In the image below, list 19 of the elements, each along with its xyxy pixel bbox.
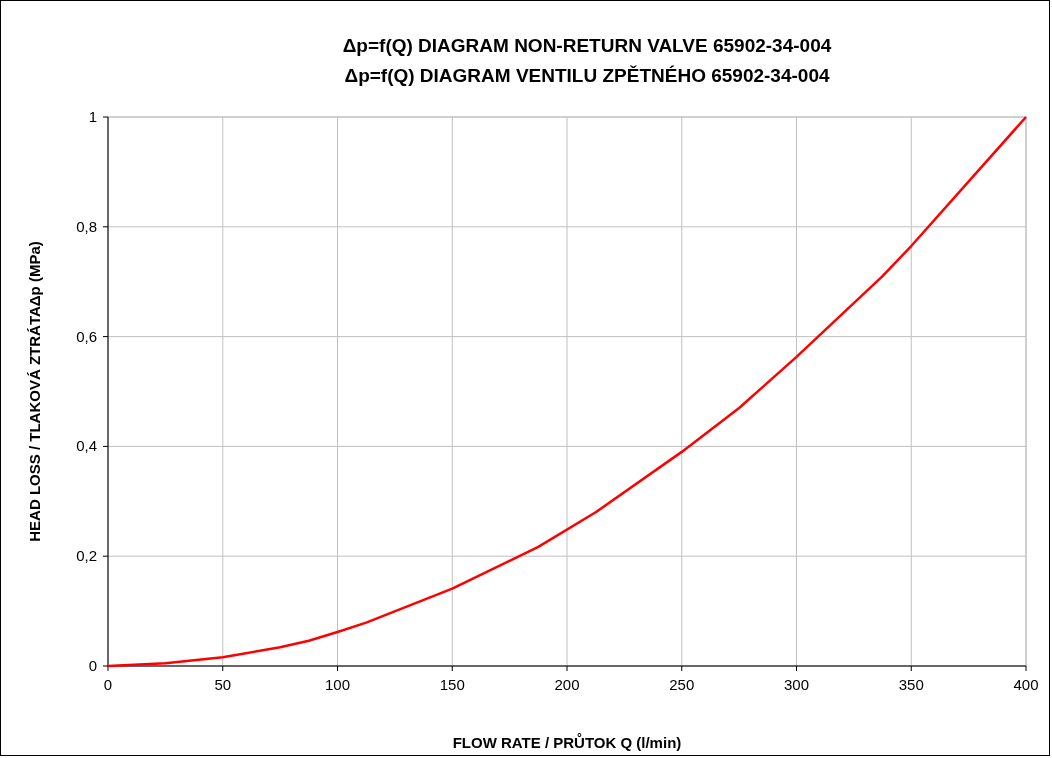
chart-title: Δp=f(Q) DIAGRAM NON-RETURN VALVE 65902-34-004 Δp=f(Q) DIAGRAM VENTILU ZPĚTNÉHO 65902-34-004 [342, 35, 832, 86]
x-axis-title: FLOW RATE / PRŮTOK Q (l/min) [452, 733, 682, 751]
line-series [106, 115, 1028, 668]
x-tick-label: 300 [783, 676, 810, 693]
y-tick-label: 1 [88, 108, 97, 125]
y-tick-label: 0,8 [76, 217, 97, 235]
y-tick-label: 0 [88, 657, 97, 674]
x-tick-label: 200 [554, 676, 580, 693]
y-tick-label: 0,4 [76, 437, 97, 455]
x-tick-label: 100 [324, 676, 351, 693]
x-tick-label: 400 [1013, 676, 1039, 693]
x-tick-label: 50 [214, 676, 232, 693]
y-axis-title: HEAD LOSS / TLAKOVÁ ZTRÁTAΔp (MPa) [26, 241, 43, 542]
x-tick-label: 250 [669, 676, 695, 693]
x-tick-label: 0 [103, 676, 113, 693]
y-tick-label: 0,2 [76, 547, 97, 565]
x-tick-label: 150 [439, 676, 465, 693]
x-tick-label: 350 [898, 676, 924, 693]
y-tick-label: 0,6 [76, 327, 97, 345]
